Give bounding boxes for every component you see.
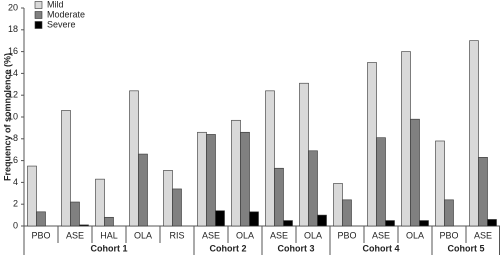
group-label: Cohort 4	[363, 243, 400, 253]
y-axis-label: Frequency of somnolence (%)	[2, 53, 12, 181]
x-tick-label: HAL	[100, 230, 118, 240]
y-tick-label: 16	[8, 46, 18, 56]
bar	[283, 220, 293, 227]
y-tick-label: 8	[13, 133, 18, 143]
x-tick-label: OLA	[304, 230, 322, 240]
bar	[385, 220, 395, 227]
y-tick-label: 4	[13, 177, 18, 187]
bar	[444, 199, 454, 227]
bar	[215, 210, 225, 227]
bar	[299, 82, 309, 227]
bar	[265, 90, 275, 227]
y-tick-label: 18	[8, 24, 18, 34]
bar	[129, 90, 139, 227]
legend-swatch	[34, 21, 43, 29]
bar	[401, 51, 411, 227]
y-tick-label: 14	[8, 68, 18, 78]
bar	[478, 157, 488, 227]
x-tick-label: PBO	[31, 230, 50, 240]
group-label: Cohort 3	[278, 243, 315, 253]
group-label: Cohort 5	[448, 243, 485, 253]
bar	[206, 134, 216, 227]
bar	[231, 119, 241, 227]
legend-label: Severe	[47, 19, 76, 29]
bar	[27, 165, 37, 227]
bar	[367, 62, 377, 227]
bar	[308, 150, 318, 227]
y-tick-label: 20	[8, 2, 18, 12]
x-tick-label: OLA	[236, 230, 254, 240]
bar	[487, 219, 497, 227]
y-tick-label: 10	[8, 111, 18, 121]
legend-label: Mild	[47, 0, 64, 9]
bar	[469, 40, 479, 227]
legend-swatch	[34, 11, 43, 19]
legend-swatch	[34, 1, 43, 9]
x-tick-label: PBO	[337, 230, 356, 240]
bar	[435, 140, 445, 227]
x-tick-label: ASE	[202, 230, 220, 240]
x-tick-label: OLA	[134, 230, 152, 240]
bar	[70, 201, 80, 227]
y-tick-label: 6	[13, 155, 18, 165]
bar	[79, 224, 89, 227]
bar	[410, 118, 420, 227]
x-tick-label: OLA	[406, 230, 424, 240]
bar	[419, 220, 429, 227]
x-tick-label: RIS	[169, 230, 184, 240]
group-label: Cohort 2	[210, 243, 247, 253]
x-tick-label: ASE	[270, 230, 288, 240]
bar	[240, 131, 250, 227]
x-tick-label: ASE	[66, 230, 84, 240]
x-tick-label: PBO	[439, 230, 458, 240]
bar	[376, 137, 386, 227]
x-tick-label: ASE	[372, 230, 390, 240]
bar	[172, 188, 182, 227]
y-tick-label: 0	[13, 220, 18, 230]
legend-label: Moderate	[47, 9, 85, 19]
y-tick-label: 12	[8, 90, 18, 100]
bar	[249, 211, 259, 227]
bar	[95, 178, 105, 227]
bar	[274, 167, 284, 227]
bar	[317, 214, 327, 227]
bar	[61, 110, 71, 227]
bar	[342, 199, 352, 227]
bar	[197, 131, 207, 227]
bar	[333, 183, 343, 227]
bar	[36, 211, 46, 227]
bar	[163, 170, 173, 227]
y-tick-label: 2	[13, 199, 18, 209]
x-tick-label: ASE	[474, 230, 492, 240]
bar	[104, 216, 114, 227]
bar	[138, 153, 148, 227]
group-label: Cohort 1	[91, 243, 128, 253]
